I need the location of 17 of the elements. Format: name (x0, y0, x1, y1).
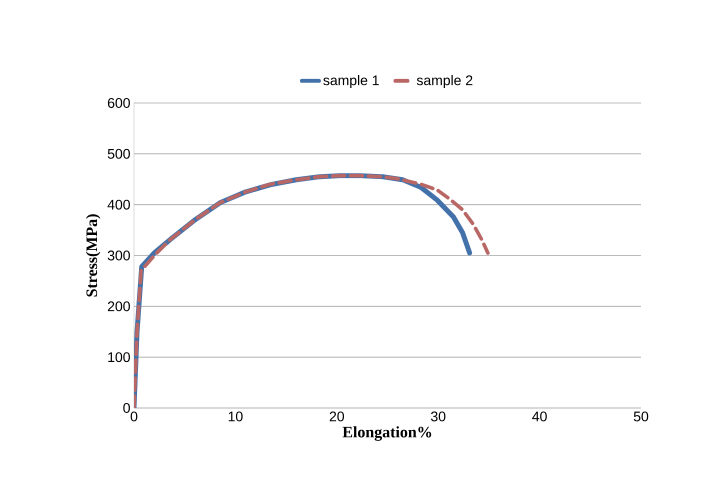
y-tick-label: 200 (108, 301, 130, 312)
y-tick-label: 400 (108, 200, 130, 210)
x-tick-label: 0 (130, 412, 138, 422)
x-tick-label: 40 (532, 412, 547, 422)
x-tick-label: 30 (430, 412, 446, 422)
x-axis-title: Elongation% (342, 426, 432, 441)
y-tick-label: 300 (108, 250, 130, 260)
x-tick-label: 50 (634, 412, 648, 422)
y-tick-label: 600 (108, 98, 130, 108)
legend-label: sample 1 (323, 75, 379, 88)
y-tick-label: 0 (123, 403, 130, 413)
x-tick-label: 20 (330, 412, 344, 422)
legend-label: sample 2 (416, 75, 472, 88)
y-tick-label: 100 (108, 352, 130, 362)
y-tick-label: 500 (108, 148, 130, 159)
x-tick-label: 10 (228, 412, 243, 422)
y-axis-title: Stress(MPa) (86, 214, 100, 297)
